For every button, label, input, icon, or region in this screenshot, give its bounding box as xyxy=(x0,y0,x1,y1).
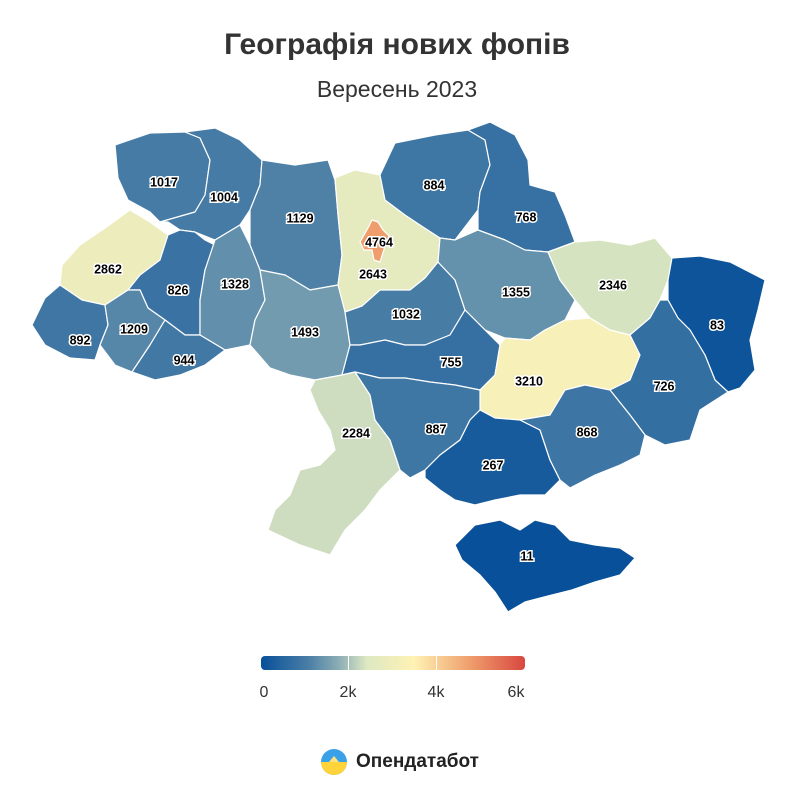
value-label-ternopil: 826 xyxy=(168,283,189,297)
value-label-cherkasy: 1032 xyxy=(392,307,420,321)
value-label-lviv: 2862 xyxy=(94,262,122,276)
value-label-sumy: 768 xyxy=(516,210,537,224)
legend-tick-0: 0 xyxy=(259,684,269,701)
value-label-luhansk: 83 xyxy=(710,318,724,332)
opendatabot-logo-icon xyxy=(321,749,347,775)
value-label-donetsk: 726 xyxy=(654,379,675,393)
value-label-zakarpattia: 892 xyxy=(70,333,91,347)
region-donetsk[interactable] xyxy=(609,299,729,446)
legend-tick-6k: 6k xyxy=(507,684,525,701)
region-zaporizhzhia[interactable] xyxy=(519,384,646,489)
value-label-zhytomyr: 1129 xyxy=(286,211,313,225)
region-crimea[interactable] xyxy=(454,519,636,613)
value-label-rivne: 1004 xyxy=(210,190,238,204)
value-label-kherson: 267 xyxy=(483,458,504,472)
regions-layer xyxy=(31,121,766,613)
value-label-kirovohrad: 755 xyxy=(441,355,462,369)
color-scale-divider xyxy=(348,656,349,670)
ukraine-map: 1017 1004 1129 2643 4764 884 768 2862 82… xyxy=(31,121,766,613)
value-label-kyiv-oblast: 2643 xyxy=(359,267,387,281)
value-label-crimea: 11 xyxy=(520,549,533,563)
color-scale-bar xyxy=(261,656,525,670)
value-label-ivano-frankivsk: 1209 xyxy=(120,322,148,336)
legend-tick-2k: 2k xyxy=(339,684,357,701)
value-label-zaporizhzhia: 868 xyxy=(577,425,598,439)
page-subtitle: Вересень 2023 xyxy=(316,76,478,102)
labels-layer: 1017 1004 1129 2643 4764 884 768 2862 82… xyxy=(68,174,725,565)
region-chernivtsi[interactable] xyxy=(131,319,226,381)
value-label-kharkiv: 2346 xyxy=(599,278,627,292)
brand-name: Опендатабот xyxy=(356,751,479,772)
value-label-kyiv-city: 4764 xyxy=(365,235,393,249)
value-label-volyn: 1017 xyxy=(150,175,178,189)
legend-tick-4k: 4k xyxy=(427,684,445,701)
value-label-mykolaiv: 887 xyxy=(426,422,447,436)
page-title: Географія нових фопів xyxy=(224,28,570,61)
region-kyiv-city[interactable] xyxy=(359,219,390,263)
color-scale-divider xyxy=(436,656,437,670)
value-label-poltava: 1355 xyxy=(502,285,530,299)
value-label-vinnytsia: 1493 xyxy=(291,325,319,339)
value-label-dnipropetrovsk: 3210 xyxy=(515,374,543,388)
value-label-chernivtsi: 944 xyxy=(174,353,195,367)
value-label-khmelnytskyi: 1328 xyxy=(221,277,249,291)
value-label-odesa: 2284 xyxy=(342,426,370,440)
brand: Опендатабот xyxy=(320,746,479,778)
value-label-chernihiv: 884 xyxy=(424,178,445,192)
